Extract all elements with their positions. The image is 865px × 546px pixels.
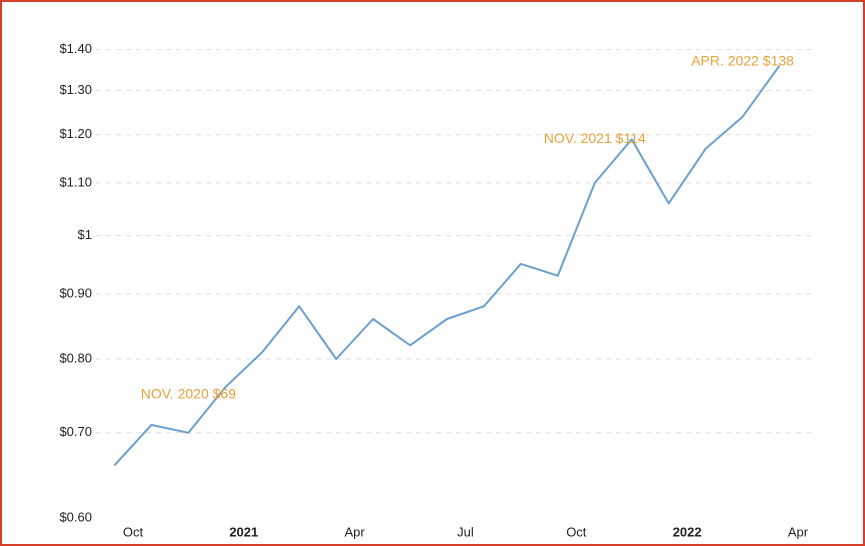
y-tick-label: $0.90: [59, 285, 92, 300]
x-tick-label: 2022: [673, 524, 702, 539]
x-tick-label: Apr: [788, 524, 809, 539]
y-tick-label: $0.60: [59, 509, 92, 524]
x-tick-label: Jul: [457, 524, 474, 539]
x-tick-label: Oct: [123, 524, 144, 539]
x-tick-label: 2021: [229, 524, 258, 539]
annotation: NOV. 2020 $69: [141, 385, 236, 401]
y-tick-label: $1.10: [59, 174, 92, 189]
annotation: NOV. 2021 $114: [544, 130, 646, 146]
x-tick-label: Oct: [566, 524, 587, 539]
price-line: [113, 65, 781, 466]
y-tick-label: $0.80: [59, 350, 92, 365]
y-tick-label: $0.70: [59, 424, 92, 439]
y-tick-label: $1.30: [59, 82, 92, 97]
y-tick-label: $1: [78, 227, 92, 242]
annotation: APR. 2022 $138: [691, 52, 794, 68]
x-tick-label: Apr: [345, 524, 366, 539]
y-tick-label: $1.40: [59, 41, 92, 56]
y-tick-label: $1.20: [59, 126, 92, 141]
